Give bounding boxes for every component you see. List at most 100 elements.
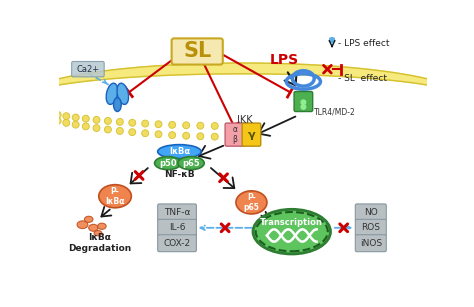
Circle shape [72, 114, 79, 121]
Circle shape [54, 118, 61, 124]
Circle shape [15, 95, 22, 102]
Text: iNOS: iNOS [360, 239, 382, 248]
Circle shape [25, 85, 32, 92]
FancyBboxPatch shape [158, 219, 196, 236]
Ellipse shape [158, 145, 201, 158]
FancyBboxPatch shape [242, 123, 261, 146]
Circle shape [301, 105, 306, 109]
Circle shape [46, 115, 53, 122]
Circle shape [169, 121, 176, 128]
Ellipse shape [236, 191, 267, 214]
Circle shape [42, 79, 49, 86]
Ellipse shape [99, 185, 131, 208]
Circle shape [129, 129, 136, 136]
Circle shape [104, 126, 111, 133]
Circle shape [182, 122, 190, 129]
Circle shape [16, 99, 22, 107]
Circle shape [211, 122, 218, 130]
Circle shape [33, 111, 40, 118]
Text: - LPS effect: - LPS effect [338, 39, 390, 48]
Text: α
β: α β [233, 125, 237, 144]
Text: IKK: IKK [237, 115, 253, 125]
Circle shape [23, 107, 30, 114]
Text: γ: γ [247, 130, 255, 140]
Ellipse shape [77, 221, 88, 229]
Circle shape [155, 121, 162, 128]
Text: NF-κB: NF-κB [164, 170, 195, 179]
Text: Transcription: Transcription [260, 218, 323, 227]
Circle shape [15, 97, 22, 104]
Text: p50: p50 [159, 159, 176, 168]
Circle shape [301, 100, 306, 105]
Circle shape [142, 120, 149, 127]
Circle shape [42, 84, 49, 91]
Ellipse shape [94, 231, 102, 236]
Ellipse shape [178, 157, 204, 170]
Circle shape [16, 94, 23, 100]
Circle shape [129, 119, 136, 126]
FancyBboxPatch shape [356, 235, 386, 252]
Text: P-
IκBα: P- IκBα [105, 187, 125, 206]
Circle shape [82, 115, 89, 122]
Circle shape [72, 121, 79, 128]
Circle shape [23, 104, 30, 111]
Text: ROS: ROS [361, 223, 380, 232]
Text: Ca2+: Ca2+ [76, 65, 100, 74]
Circle shape [36, 81, 43, 88]
Ellipse shape [106, 83, 118, 104]
Circle shape [33, 107, 40, 114]
Circle shape [25, 89, 32, 95]
Ellipse shape [84, 216, 93, 222]
Text: TLR4/MD-2: TLR4/MD-2 [314, 107, 356, 116]
Circle shape [18, 90, 25, 97]
Circle shape [30, 83, 37, 90]
Polygon shape [53, 63, 433, 86]
Text: COX-2: COX-2 [164, 239, 191, 248]
Circle shape [20, 102, 27, 109]
Circle shape [104, 118, 111, 124]
Circle shape [93, 116, 100, 123]
Text: IL-6: IL-6 [169, 223, 185, 232]
Text: NO: NO [364, 208, 378, 217]
Circle shape [197, 122, 204, 129]
Circle shape [142, 130, 149, 137]
FancyBboxPatch shape [172, 38, 223, 64]
Circle shape [17, 100, 24, 107]
Circle shape [155, 131, 162, 138]
Circle shape [63, 113, 70, 120]
Circle shape [50, 77, 57, 84]
Circle shape [28, 105, 35, 112]
Text: - SL  effect: - SL effect [338, 74, 387, 83]
Text: IκBα: IκBα [169, 147, 190, 156]
Circle shape [39, 108, 46, 115]
Circle shape [46, 110, 53, 117]
Circle shape [18, 92, 25, 99]
Text: SL: SL [183, 41, 211, 61]
Circle shape [93, 125, 100, 131]
Text: p65: p65 [182, 159, 200, 168]
FancyBboxPatch shape [225, 123, 245, 146]
Circle shape [20, 104, 27, 111]
Circle shape [197, 133, 204, 140]
Text: P-
p65: P- p65 [244, 193, 259, 212]
Circle shape [21, 88, 28, 95]
Ellipse shape [98, 223, 106, 229]
Circle shape [16, 92, 23, 99]
Circle shape [36, 85, 43, 92]
Ellipse shape [117, 83, 128, 104]
Circle shape [63, 119, 70, 126]
Circle shape [16, 99, 22, 106]
Text: LPS: LPS [269, 53, 299, 67]
Circle shape [116, 127, 123, 134]
Text: TNF-α: TNF-α [164, 208, 190, 217]
FancyBboxPatch shape [294, 91, 313, 111]
FancyBboxPatch shape [356, 219, 386, 236]
Ellipse shape [253, 209, 330, 254]
Circle shape [15, 95, 22, 102]
Circle shape [39, 113, 46, 120]
Circle shape [28, 109, 35, 116]
Circle shape [15, 97, 22, 104]
Circle shape [17, 102, 24, 109]
Circle shape [116, 119, 123, 125]
Circle shape [21, 90, 28, 97]
